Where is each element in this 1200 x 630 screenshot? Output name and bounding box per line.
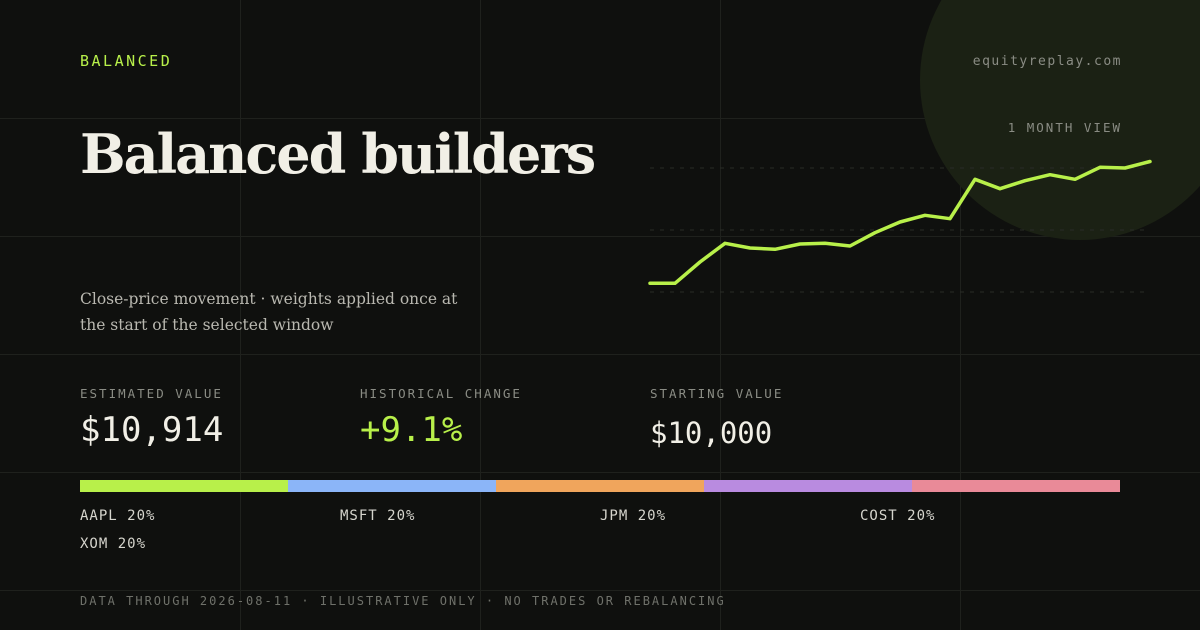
allocation-bar <box>80 480 1120 492</box>
allocation-label: XOM 20% <box>80 536 147 552</box>
page-subtitle: Close-price movement · weights applied o… <box>80 290 458 334</box>
starting-value-label: STARTING VALUE <box>650 386 784 401</box>
historical-change-label: HISTORICAL CHANGE <box>360 386 522 401</box>
historical-change-value: +9.1% <box>360 410 463 450</box>
grid-line <box>960 0 961 630</box>
allocation-label: COST 20% <box>860 508 936 524</box>
grid-line <box>0 118 1200 119</box>
allocation-segment <box>496 480 704 492</box>
allocation-label: JPM 20% <box>600 508 667 524</box>
starting-value: $10,000 <box>650 416 773 450</box>
grid-line <box>240 0 241 630</box>
grid-line <box>0 472 1200 473</box>
estimated-value-label: ESTIMATED VALUE <box>80 386 223 401</box>
allocation-segment <box>288 480 496 492</box>
estimated-value: $10,914 <box>80 410 224 450</box>
allocation-label: MSFT 20% <box>340 508 416 524</box>
allocation-segment <box>912 480 1120 492</box>
grid-line <box>720 0 721 630</box>
grid-line <box>0 354 1200 355</box>
allocation-label: AAPL 20% <box>80 508 156 524</box>
page-title: Balanced builders <box>80 122 596 186</box>
grid-line <box>480 0 481 630</box>
strategy-label: BALANCED <box>80 52 173 70</box>
site-domain: equityreplay.com <box>972 54 1122 69</box>
footer-disclaimer: DATA THROUGH 2026-08-11 · ILLUSTRATIVE O… <box>80 594 726 608</box>
allocation-segment <box>704 480 912 492</box>
chart-period-label: 1 MONTH VIEW <box>1007 120 1122 135</box>
chart-series-line <box>648 159 1152 286</box>
grid-line <box>0 590 1200 591</box>
allocation-segment <box>80 480 288 492</box>
grid-line <box>0 236 1200 237</box>
